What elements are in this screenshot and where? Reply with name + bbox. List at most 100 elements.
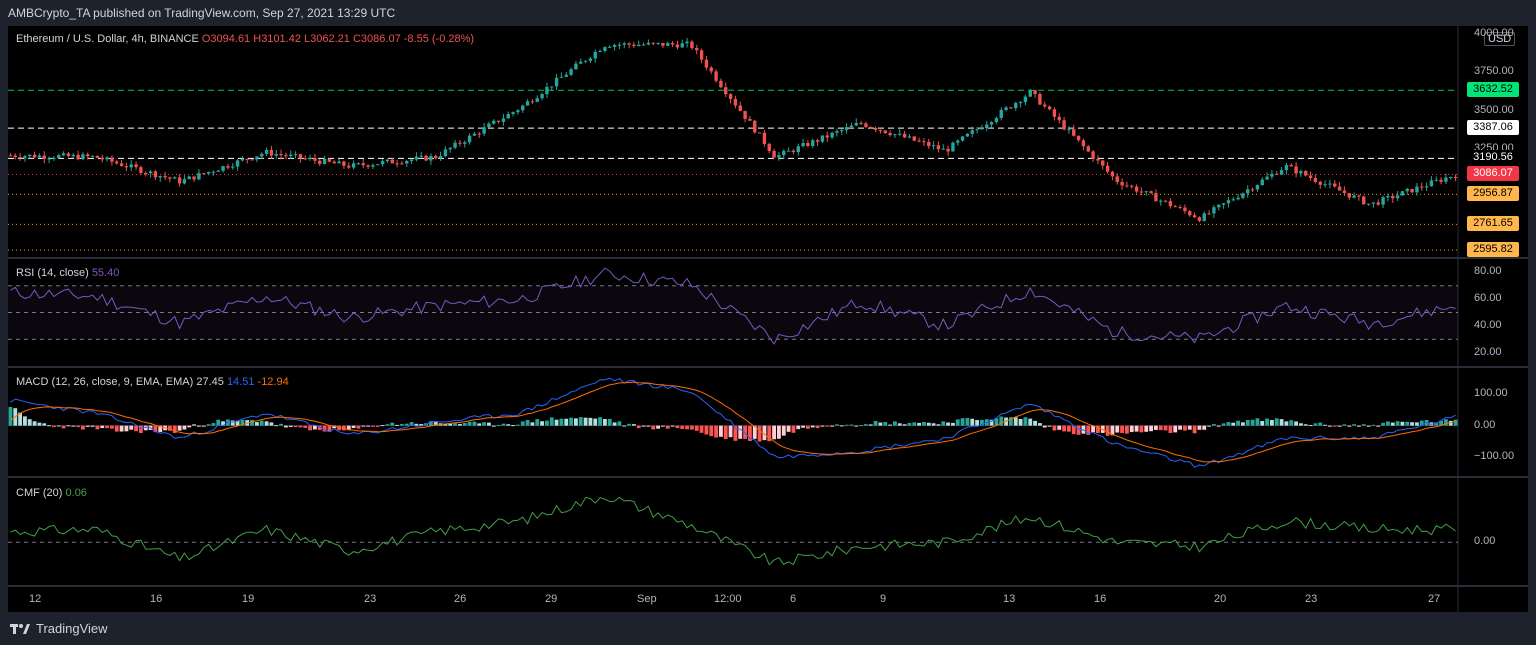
macd-hist-bar xyxy=(110,425,114,429)
candle-body xyxy=(545,86,549,95)
macd-hist-bar xyxy=(1386,421,1390,426)
macd-hist-bar xyxy=(100,425,105,429)
candle-body xyxy=(1221,203,1226,205)
macd-hist-bar xyxy=(757,425,762,442)
macd-hist-bar xyxy=(946,422,950,426)
candle-body xyxy=(690,41,694,49)
macd-hist-bar xyxy=(873,421,878,426)
candle-body xyxy=(1076,135,1081,141)
publisher-line: AMBCrypto_TA published on TradingView.co… xyxy=(8,6,396,20)
candle-body xyxy=(158,176,162,178)
macd-hist-bar xyxy=(472,421,477,426)
candle-body xyxy=(13,155,17,158)
candle-body xyxy=(989,122,994,125)
candle-body xyxy=(1062,120,1066,130)
chart-svg[interactable] xyxy=(8,26,1528,612)
macd-hist-bar xyxy=(1448,420,1453,426)
price-level-label: 2956.87 xyxy=(1467,186,1519,202)
macd-hist-bar xyxy=(975,420,979,426)
macd-hist-bar xyxy=(1318,422,1323,426)
candle-body xyxy=(414,156,419,160)
candle-body xyxy=(859,122,863,124)
candle-body xyxy=(245,158,249,160)
candle-body xyxy=(448,147,452,150)
macd-hist-bar xyxy=(844,424,849,426)
chart-area[interactable]: Ethereum / U.S. Dollar, 4h, BINANCE O309… xyxy=(8,26,1528,612)
candle-body xyxy=(835,131,839,133)
candle-body xyxy=(61,153,66,156)
candle-body xyxy=(728,94,733,100)
candle-body xyxy=(1188,211,1192,216)
macd-hist-bar xyxy=(767,425,772,442)
candle-body xyxy=(110,157,114,162)
macd-hist-bar xyxy=(583,417,588,426)
price-tick: 4000.00 xyxy=(1474,26,1514,39)
candle-body xyxy=(1347,193,1351,198)
macd-hist-bar xyxy=(1110,425,1115,436)
macd-hist-bar xyxy=(1202,425,1207,430)
candle-body xyxy=(550,86,554,88)
ohlc-open: O3094.61 xyxy=(201,33,251,45)
macd-hist-bar xyxy=(18,412,22,426)
candle-body xyxy=(1279,170,1284,175)
macd-hist-bar xyxy=(1028,418,1033,426)
macd-hist-bar xyxy=(1091,425,1095,433)
candle-body xyxy=(1033,90,1037,95)
candle-body xyxy=(1168,201,1173,207)
macd-hist-bar xyxy=(989,419,994,426)
candle-body xyxy=(617,44,622,46)
macd-hist-bar xyxy=(1207,425,1211,427)
footer-brand[interactable]: TradingView xyxy=(10,621,108,636)
candle-body xyxy=(47,158,51,160)
macd-hist-bar xyxy=(1086,425,1091,435)
macd-hist-bar xyxy=(1154,425,1158,430)
macd-hist-bar xyxy=(569,417,573,426)
candle-body xyxy=(999,109,1003,119)
macd-hist-bar xyxy=(1197,425,1202,430)
macd-tick: 0.00 xyxy=(1474,418,1496,431)
candle-body xyxy=(342,161,346,166)
macd-tick: 100.00 xyxy=(1474,387,1508,400)
macd-hist-bar xyxy=(1168,425,1173,434)
candle-body xyxy=(487,123,491,128)
macd-hist-bar xyxy=(1226,422,1231,426)
candle-body xyxy=(801,143,805,147)
candle-body xyxy=(873,127,878,130)
candle-body xyxy=(661,42,665,46)
macd-hist-bar xyxy=(293,425,298,428)
candle-body xyxy=(42,155,46,159)
candle-body xyxy=(1028,90,1032,97)
macd-hist-bar xyxy=(42,423,47,426)
macd-hist-bar xyxy=(139,425,143,434)
macd-hist-bar xyxy=(168,425,172,431)
macd-hist-bar xyxy=(56,425,61,427)
candle-body xyxy=(1391,195,1395,199)
footer-brand-text: TradingView xyxy=(36,621,108,636)
candle-body xyxy=(1192,215,1197,218)
macd-hist-bar xyxy=(1250,419,1255,426)
macd-hist-bar xyxy=(951,422,955,426)
macd-hist-bar xyxy=(723,425,728,439)
macd-hist-bar xyxy=(607,418,612,426)
candle-body xyxy=(1415,186,1419,193)
macd-hist-bar xyxy=(496,424,501,426)
macd-hist-bar xyxy=(849,424,854,426)
macd-hist-bar xyxy=(356,425,361,429)
candle-body xyxy=(1009,107,1013,109)
macd-hist-bar xyxy=(641,425,646,427)
candle-body xyxy=(211,171,216,173)
candle-body xyxy=(463,142,467,144)
candle-body xyxy=(1429,180,1434,187)
macd-hist-bar xyxy=(1071,425,1076,435)
candle-body xyxy=(144,173,148,175)
macd-hist-bar xyxy=(675,425,680,429)
macd-hist-bar xyxy=(931,423,936,426)
macd-hist-bar xyxy=(143,425,148,431)
symbol-legend: Ethereum / U.S. Dollar, 4h, BINANCE O309… xyxy=(16,33,474,45)
candle-body xyxy=(772,150,776,158)
currency-label[interactable]: USD xyxy=(1484,32,1516,46)
macd-hist-bar xyxy=(772,425,776,440)
candle-body xyxy=(956,140,960,143)
candle-body xyxy=(380,161,385,165)
rsi-value: 55.40 xyxy=(91,267,120,279)
